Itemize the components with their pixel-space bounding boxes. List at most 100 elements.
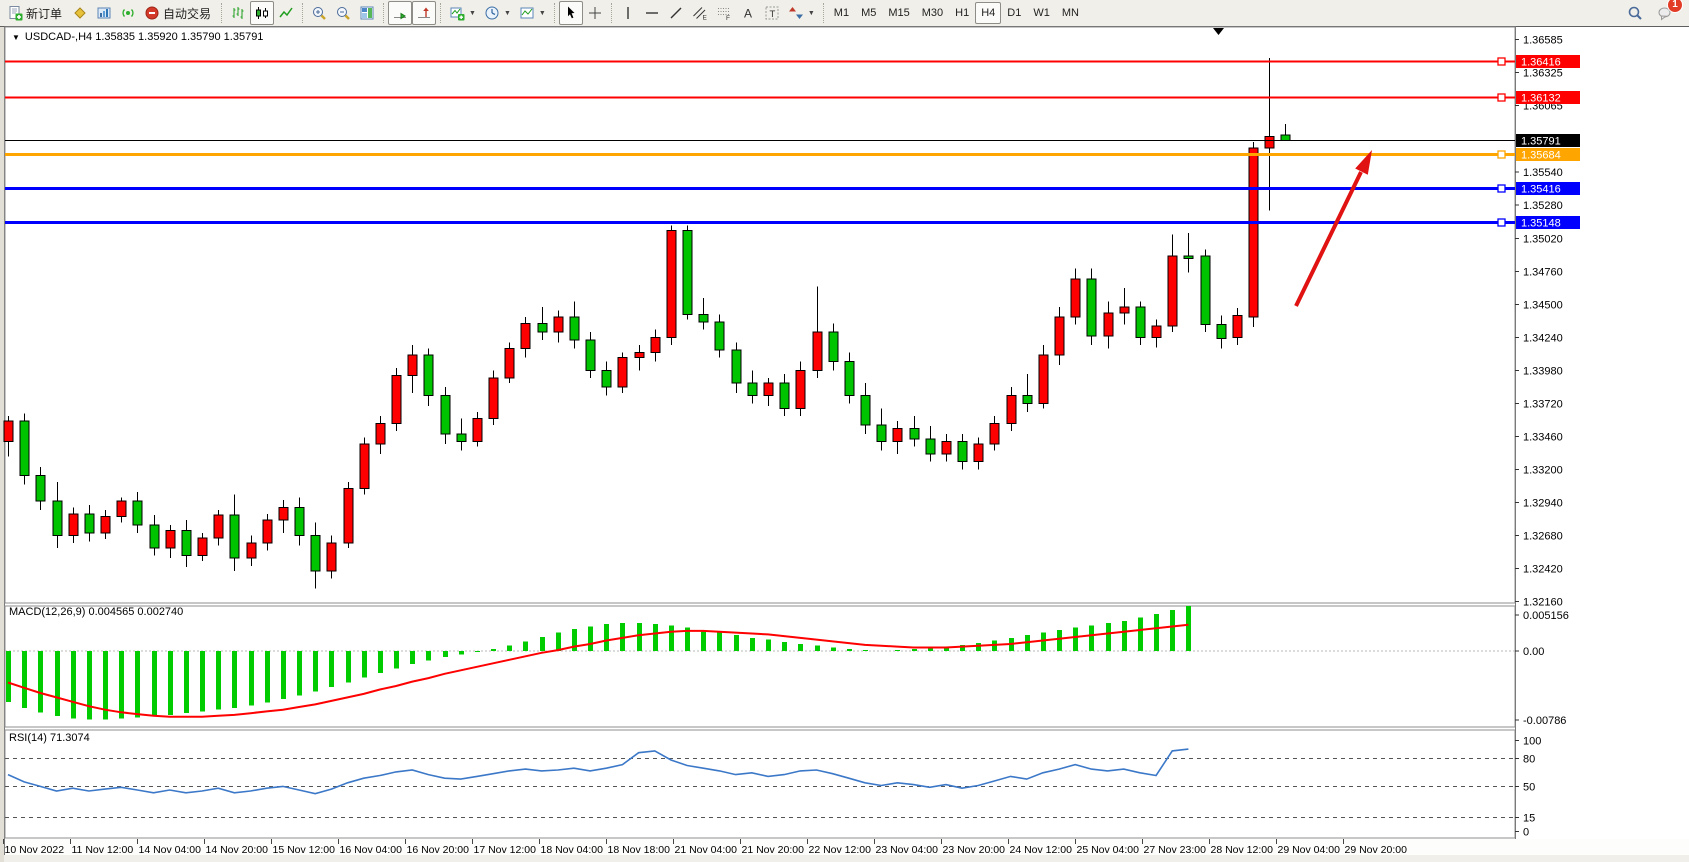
bull-candle[interactable] [1103,312,1114,337]
bear-candle[interactable] [1086,278,1097,337]
timeframe-h4-button[interactable]: H4 [975,2,1002,24]
market-watch-button[interactable] [92,1,116,25]
line-handle[interactable] [1497,184,1506,193]
notifications-button[interactable]: 1 [1653,0,1683,25]
zoom-in-button[interactable] [307,1,331,25]
trend-arrow-head[interactable] [1355,150,1372,175]
bull-candle[interactable] [989,423,1000,445]
bull-candle[interactable] [1248,147,1259,318]
time-axis[interactable] [5,839,1689,855]
bear-candle[interactable] [1183,255,1194,260]
bull-candle[interactable] [1054,316,1065,356]
bear-candle[interactable] [149,524,160,549]
search-button[interactable] [1623,1,1647,25]
bear-candle[interactable] [19,420,30,477]
signals-button[interactable] [116,1,140,25]
bear-candle[interactable] [860,395,871,426]
bear-candle[interactable] [35,475,46,502]
chevron-down-icon[interactable]: ▼ [12,32,20,42]
trend-line-button[interactable] [664,1,688,25]
equidistant-channel-button[interactable]: E [688,1,712,25]
bear-candle[interactable] [569,316,580,341]
timeframe-m1-button[interactable]: M1 [833,7,850,19]
bear-candle[interactable] [456,433,467,442]
bull-candle[interactable] [617,357,628,388]
price-axis-ticks[interactable]: 1.365851.363251.360651.355401.352801.350… [1515,35,1563,609]
bull-candle[interactable] [763,382,774,397]
tile-windows-button[interactable] [355,1,379,25]
bear-candle[interactable] [310,534,321,572]
bull-candle[interactable] [359,443,370,489]
line-handle[interactable] [1497,218,1506,227]
bear-candle[interactable] [682,230,693,315]
line-chart-mode-button[interactable] [274,1,298,25]
bull-candle[interactable] [1151,325,1162,338]
text-button[interactable]: A [736,1,760,25]
bear-candle[interactable] [925,438,936,455]
bear-candle[interactable] [1135,306,1146,338]
bull-candle[interactable] [488,377,499,420]
line-handle[interactable] [1497,150,1506,159]
bull-candle[interactable] [375,423,386,445]
bear-candle[interactable] [1280,134,1291,141]
new-order-button[interactable]: 新订单 [3,1,68,25]
bull-candle[interactable] [892,428,903,442]
bull-candle[interactable] [812,331,823,371]
bear-candle[interactable] [601,369,612,388]
chevron-down-icon[interactable]: ▼ [538,9,546,17]
bull-candle[interactable] [1006,395,1017,425]
bull-candle[interactable] [504,348,515,379]
horizontal-line-button[interactable] [640,1,664,25]
bull-candle[interactable] [1264,136,1275,149]
timeframe-h1-button[interactable]: H1 [955,7,970,19]
crosshair-button[interactable] [583,1,607,25]
candle-chart-mode-button[interactable] [250,1,275,25]
bull-candle[interactable] [100,515,111,534]
bull-candle[interactable] [666,230,677,338]
text-label-button[interactable]: T [760,1,784,25]
auto-scroll-button[interactable] [388,1,413,25]
line-handle[interactable] [1497,93,1506,102]
cursor-button[interactable] [558,1,583,25]
rsi-panel[interactable] [4,729,1516,839]
timeframe-mn-button[interactable]: MN [1061,7,1079,19]
bull-candle[interactable] [1119,306,1130,314]
bull-candle[interactable] [1070,278,1081,318]
bull-candle[interactable] [262,519,273,544]
timeframe-m5-button[interactable]: M5 [861,7,877,19]
bear-candle[interactable] [876,424,887,442]
auto-trading-button[interactable]: 自动交易 [140,1,217,25]
bar-chart-mode-button[interactable] [226,1,250,25]
bull-candle[interactable] [520,322,531,350]
templates-button[interactable]: ▼ [515,1,550,25]
periods-button[interactable]: ▼ [480,1,515,25]
bull-candle[interactable] [1038,354,1049,404]
bear-candle[interactable] [181,529,192,557]
bull-candle[interactable] [213,514,224,539]
bear-candle[interactable] [585,339,596,371]
bear-candle[interactable] [747,382,758,397]
timeframe-m30-button[interactable]: M30 [921,7,944,19]
bull-candle[interactable] [391,374,402,425]
bull-candle[interactable] [326,542,337,572]
bull-candle[interactable] [343,487,354,544]
bear-candle[interactable] [1216,324,1227,340]
bull-candle[interactable] [197,537,208,557]
object-anchor-marker[interactable] [1213,28,1224,35]
bear-candle[interactable] [1200,255,1211,326]
bull-candle[interactable] [407,354,418,376]
bear-candle[interactable] [731,349,742,384]
bear-candle[interactable] [440,395,451,435]
chevron-down-icon[interactable]: ▼ [503,9,511,17]
layouts-button[interactable] [68,1,92,25]
bull-candle[interactable] [246,542,257,559]
bull-candle[interactable] [634,352,645,359]
bear-candle[interactable] [423,354,434,397]
bull-candle[interactable] [68,513,79,536]
bear-candle[interactable] [828,331,839,362]
bull-candle[interactable] [553,316,564,333]
bear-candle[interactable] [537,322,548,333]
bull-candle[interactable] [165,529,176,549]
timeframe-m15-button[interactable]: M15 [888,7,910,19]
